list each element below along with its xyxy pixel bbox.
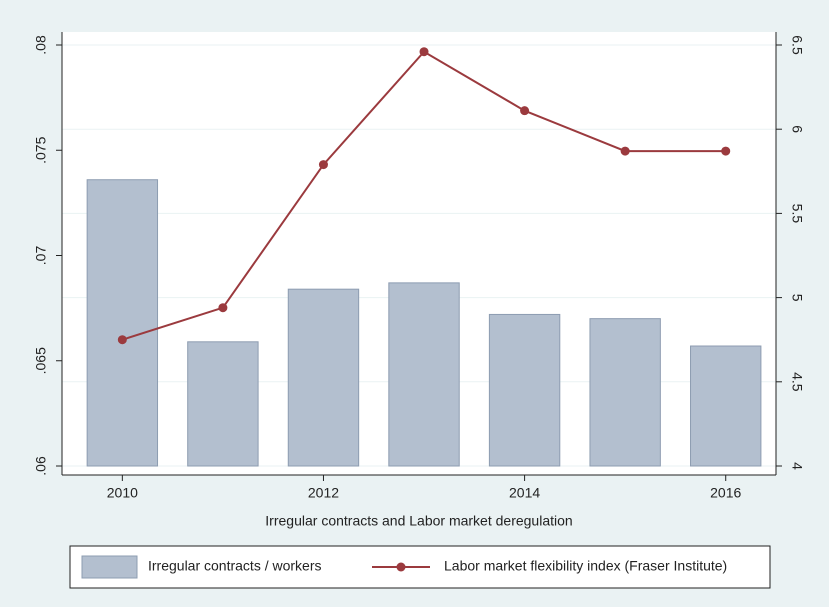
y2-tick-label: 4.5 — [789, 372, 805, 392]
y-tick-label: .065 — [33, 347, 49, 374]
x-tick-label: 2010 — [107, 485, 138, 501]
x-tick-label: 2016 — [710, 485, 741, 501]
legend-label: Irregular contracts / workers — [148, 558, 322, 574]
legend-label: Labor market flexibility index (Fraser I… — [444, 558, 727, 574]
bar — [388, 282, 460, 467]
y-tick-label: .08 — [33, 35, 49, 55]
bar — [589, 318, 661, 467]
y2-tick-label: 4 — [789, 462, 805, 470]
marker — [117, 335, 127, 345]
legend-marker — [396, 562, 406, 572]
x-axis-title: Irregular contracts and Labor market der… — [265, 513, 572, 529]
marker — [218, 303, 228, 313]
marker — [419, 47, 429, 57]
y2-tick-label: 5 — [789, 294, 805, 302]
y-tick-label: .06 — [33, 456, 49, 476]
legend-swatch — [81, 555, 138, 579]
marker — [318, 160, 328, 170]
bar — [488, 313, 561, 467]
bar — [187, 341, 259, 467]
x-tick-label: 2014 — [509, 485, 540, 501]
bar — [690, 345, 762, 467]
y2-tick-label: 6 — [789, 125, 805, 133]
x-tick-label: 2012 — [308, 485, 339, 501]
y-tick-label: .07 — [33, 246, 49, 266]
y2-tick-label: 6.5 — [789, 35, 805, 55]
y2-tick-label: 5.5 — [789, 204, 805, 224]
y-tick-label: .075 — [33, 136, 49, 163]
marker — [520, 106, 530, 116]
marker — [721, 146, 731, 156]
bar — [287, 288, 360, 467]
bar — [86, 179, 159, 467]
marker — [620, 146, 630, 156]
